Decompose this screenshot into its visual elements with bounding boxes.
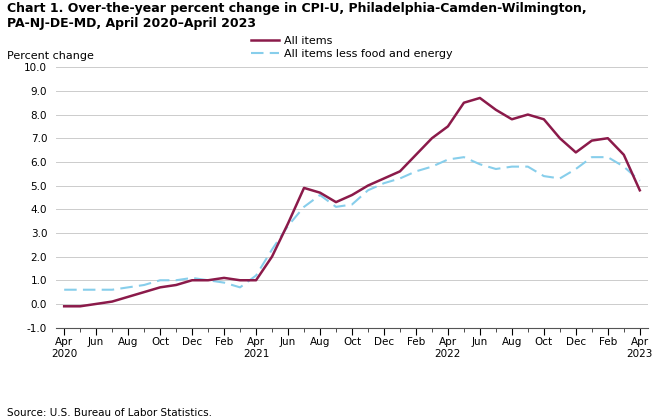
All items less food and energy	[252, 273, 260, 278]
All items	[636, 188, 644, 193]
All items	[604, 136, 612, 141]
All items less food and energy	[76, 287, 84, 292]
All items	[220, 276, 228, 281]
All items	[556, 136, 564, 141]
All items	[396, 169, 404, 174]
All items less food and energy	[284, 223, 292, 228]
Text: Source: U.S. Bureau of Labor Statistics.: Source: U.S. Bureau of Labor Statistics.	[7, 408, 212, 418]
All items less food and energy	[620, 164, 628, 169]
All items	[364, 183, 372, 188]
All items less food and energy	[236, 285, 244, 290]
All items less food and energy	[476, 162, 484, 167]
All items less food and energy	[348, 202, 356, 207]
All items less food and energy	[508, 164, 516, 169]
All items less food and energy	[300, 205, 308, 210]
All items less food and energy	[108, 287, 116, 292]
All items less food and energy	[188, 276, 196, 281]
All items less food and energy	[268, 247, 276, 252]
All items less food and energy	[412, 169, 420, 174]
All items	[620, 152, 628, 158]
All items less food and energy	[172, 278, 180, 283]
All items	[268, 254, 276, 259]
All items less food and energy	[364, 188, 372, 193]
All items less food and energy	[444, 157, 452, 162]
All items less food and energy	[492, 166, 500, 171]
All items	[380, 176, 388, 181]
All items	[444, 124, 452, 129]
All items	[284, 221, 292, 226]
All items less food and energy	[140, 283, 148, 288]
All items	[252, 278, 260, 283]
All items	[204, 278, 212, 283]
All items less food and energy	[460, 155, 468, 160]
All items less food and energy	[332, 205, 340, 210]
All items	[588, 138, 596, 143]
All items	[332, 200, 340, 205]
All items less food and energy	[524, 164, 532, 169]
Line: All items: All items	[64, 98, 640, 306]
All items	[348, 192, 356, 197]
All items	[476, 95, 484, 100]
Legend: All items, All items less food and energy: All items, All items less food and energ…	[251, 35, 453, 59]
All items less food and energy	[604, 155, 612, 160]
Text: Chart 1. Over-the-year percent change in CPI-U, Philadelphia-Camden-Wilmington,
: Chart 1. Over-the-year percent change in…	[7, 2, 586, 30]
All items less food and energy	[572, 166, 580, 171]
All items less food and energy	[316, 192, 324, 197]
All items less food and energy	[156, 278, 164, 283]
All items less food and energy	[204, 278, 212, 283]
All items	[428, 136, 436, 141]
All items	[172, 283, 180, 288]
All items	[156, 285, 164, 290]
All items	[76, 304, 84, 309]
All items	[316, 190, 324, 195]
All items	[300, 185, 308, 190]
All items less food and energy	[588, 155, 596, 160]
All items less food and energy	[220, 280, 228, 285]
All items	[124, 294, 132, 299]
All items	[540, 117, 548, 122]
All items	[572, 150, 580, 155]
Text: Percent change: Percent change	[7, 51, 93, 61]
All items less food and energy	[396, 176, 404, 181]
All items less food and energy	[92, 287, 100, 292]
All items	[60, 304, 68, 309]
All items less food and energy	[380, 181, 388, 186]
All items	[108, 299, 116, 304]
All items less food and energy	[60, 287, 68, 292]
All items less food and energy	[428, 164, 436, 169]
All items	[236, 278, 244, 283]
All items	[92, 302, 100, 307]
All items less food and energy	[124, 285, 132, 290]
All items	[412, 152, 420, 158]
All items	[140, 289, 148, 294]
All items less food and energy	[556, 176, 564, 181]
Line: All items less food and energy: All items less food and energy	[64, 157, 640, 290]
All items	[188, 278, 196, 283]
All items	[492, 107, 500, 112]
All items less food and energy	[540, 173, 548, 178]
All items	[524, 112, 532, 117]
All items	[508, 117, 516, 122]
All items less food and energy	[636, 178, 644, 184]
All items	[460, 100, 468, 105]
